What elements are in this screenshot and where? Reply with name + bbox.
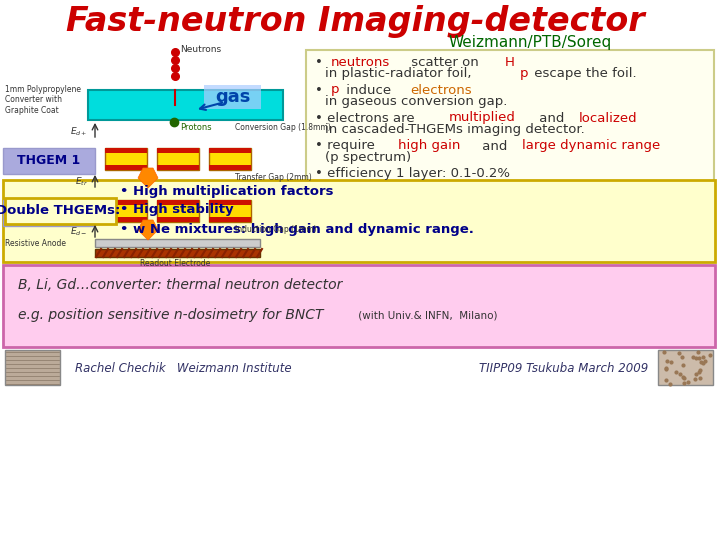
FancyBboxPatch shape [3, 200, 95, 226]
FancyBboxPatch shape [204, 85, 261, 109]
Text: localized: localized [579, 111, 637, 125]
Text: in cascaded-THGEMs imaging detector.: in cascaded-THGEMs imaging detector. [325, 124, 585, 137]
Text: Resistive Anode: Resistive Anode [5, 239, 66, 247]
FancyBboxPatch shape [157, 217, 199, 222]
Text: $E_{tr}$: $E_{tr}$ [75, 176, 88, 188]
FancyBboxPatch shape [658, 350, 713, 385]
Text: Readout Electrode: Readout Electrode [140, 259, 210, 267]
FancyBboxPatch shape [105, 200, 147, 222]
Text: •: • [315, 84, 327, 97]
Text: THGEM 2: THGEM 2 [17, 206, 81, 219]
Text: Fast-neutron Imaging-detector: Fast-neutron Imaging-detector [66, 5, 644, 38]
Text: and: and [536, 111, 569, 125]
Text: • w Ne mixtures: high gain and dynamic range.: • w Ne mixtures: high gain and dynamic r… [120, 222, 474, 235]
Text: Protons: Protons [180, 123, 212, 132]
Text: • High stability: • High stability [120, 204, 233, 217]
FancyBboxPatch shape [105, 148, 147, 153]
Text: H: H [505, 56, 515, 69]
FancyBboxPatch shape [157, 200, 199, 222]
Text: • High multiplication factors: • High multiplication factors [120, 186, 333, 199]
Text: THGEM 1: THGEM 1 [17, 154, 81, 167]
Text: e.g. position sensitive n-dosimetry for BNCT: e.g. position sensitive n-dosimetry for … [18, 308, 323, 322]
Text: induce: induce [341, 84, 395, 97]
Text: $E_{d-}$: $E_{d-}$ [71, 226, 88, 238]
FancyBboxPatch shape [5, 350, 60, 385]
Text: Transfer Gap (2mm): Transfer Gap (2mm) [235, 173, 312, 183]
Text: electrons: electrons [410, 84, 472, 97]
FancyBboxPatch shape [157, 148, 199, 170]
Polygon shape [138, 168, 158, 188]
Text: •: • [315, 56, 327, 69]
Text: (p spectrum): (p spectrum) [325, 152, 411, 165]
FancyBboxPatch shape [209, 200, 251, 222]
Text: Conversion Gap (1.8mm): Conversion Gap (1.8mm) [235, 124, 330, 132]
Text: Neutrons: Neutrons [180, 44, 221, 53]
FancyBboxPatch shape [95, 239, 260, 247]
FancyBboxPatch shape [105, 217, 147, 222]
Text: (with Univ.& INFN,  Milano): (with Univ.& INFN, Milano) [355, 310, 498, 320]
Text: Induction Gap (1mm): Induction Gap (1mm) [235, 226, 317, 234]
Text: scatter on: scatter on [407, 56, 483, 69]
Text: $E_{d+}$: $E_{d+}$ [71, 126, 88, 138]
Text: 1mm Polypropylene
Converter with
Graphite Coat: 1mm Polypropylene Converter with Graphit… [5, 85, 81, 115]
FancyBboxPatch shape [157, 200, 199, 205]
FancyBboxPatch shape [5, 198, 116, 224]
FancyBboxPatch shape [306, 50, 714, 182]
FancyBboxPatch shape [95, 249, 260, 257]
Text: p: p [520, 68, 528, 80]
FancyBboxPatch shape [157, 148, 199, 153]
FancyBboxPatch shape [105, 165, 147, 170]
FancyBboxPatch shape [3, 148, 95, 174]
FancyBboxPatch shape [209, 148, 251, 170]
FancyBboxPatch shape [209, 217, 251, 222]
Text: p: p [330, 84, 339, 97]
FancyBboxPatch shape [209, 165, 251, 170]
FancyBboxPatch shape [105, 148, 147, 170]
Polygon shape [138, 220, 158, 240]
FancyBboxPatch shape [105, 200, 147, 205]
Text: in gaseous conversion gap.: in gaseous conversion gap. [325, 96, 508, 109]
FancyBboxPatch shape [3, 265, 715, 347]
FancyBboxPatch shape [88, 90, 283, 120]
Text: TIIPP09 Tsukuba March 2009: TIIPP09 Tsukuba March 2009 [479, 361, 648, 375]
Text: neutrons: neutrons [330, 56, 390, 69]
FancyBboxPatch shape [157, 165, 199, 170]
Text: B, Li, Gd…converter: thermal neutron detector: B, Li, Gd…converter: thermal neutron det… [18, 278, 343, 292]
Text: multiplied: multiplied [449, 111, 516, 125]
FancyBboxPatch shape [209, 200, 251, 205]
Text: large dynamic range: large dynamic range [521, 139, 660, 152]
FancyBboxPatch shape [3, 180, 715, 262]
Text: high gain: high gain [397, 139, 460, 152]
Text: in plastic-radiator foil,: in plastic-radiator foil, [325, 68, 476, 80]
Text: • electrons are: • electrons are [315, 111, 419, 125]
Text: gas: gas [215, 88, 251, 106]
Text: Weizmann/PTB/Soreq: Weizmann/PTB/Soreq [449, 36, 611, 51]
Text: • efficiency 1 layer: 0.1-0.2%: • efficiency 1 layer: 0.1-0.2% [315, 167, 510, 180]
Text: Rachel Chechik   Weizmann Institute: Rachel Chechik Weizmann Institute [75, 361, 292, 375]
FancyBboxPatch shape [209, 148, 251, 153]
Text: • require: • require [315, 139, 379, 152]
Text: and: and [478, 139, 512, 152]
Text: Double THGEMs:: Double THGEMs: [0, 205, 120, 218]
Text: escape the foil.: escape the foil. [531, 68, 637, 80]
